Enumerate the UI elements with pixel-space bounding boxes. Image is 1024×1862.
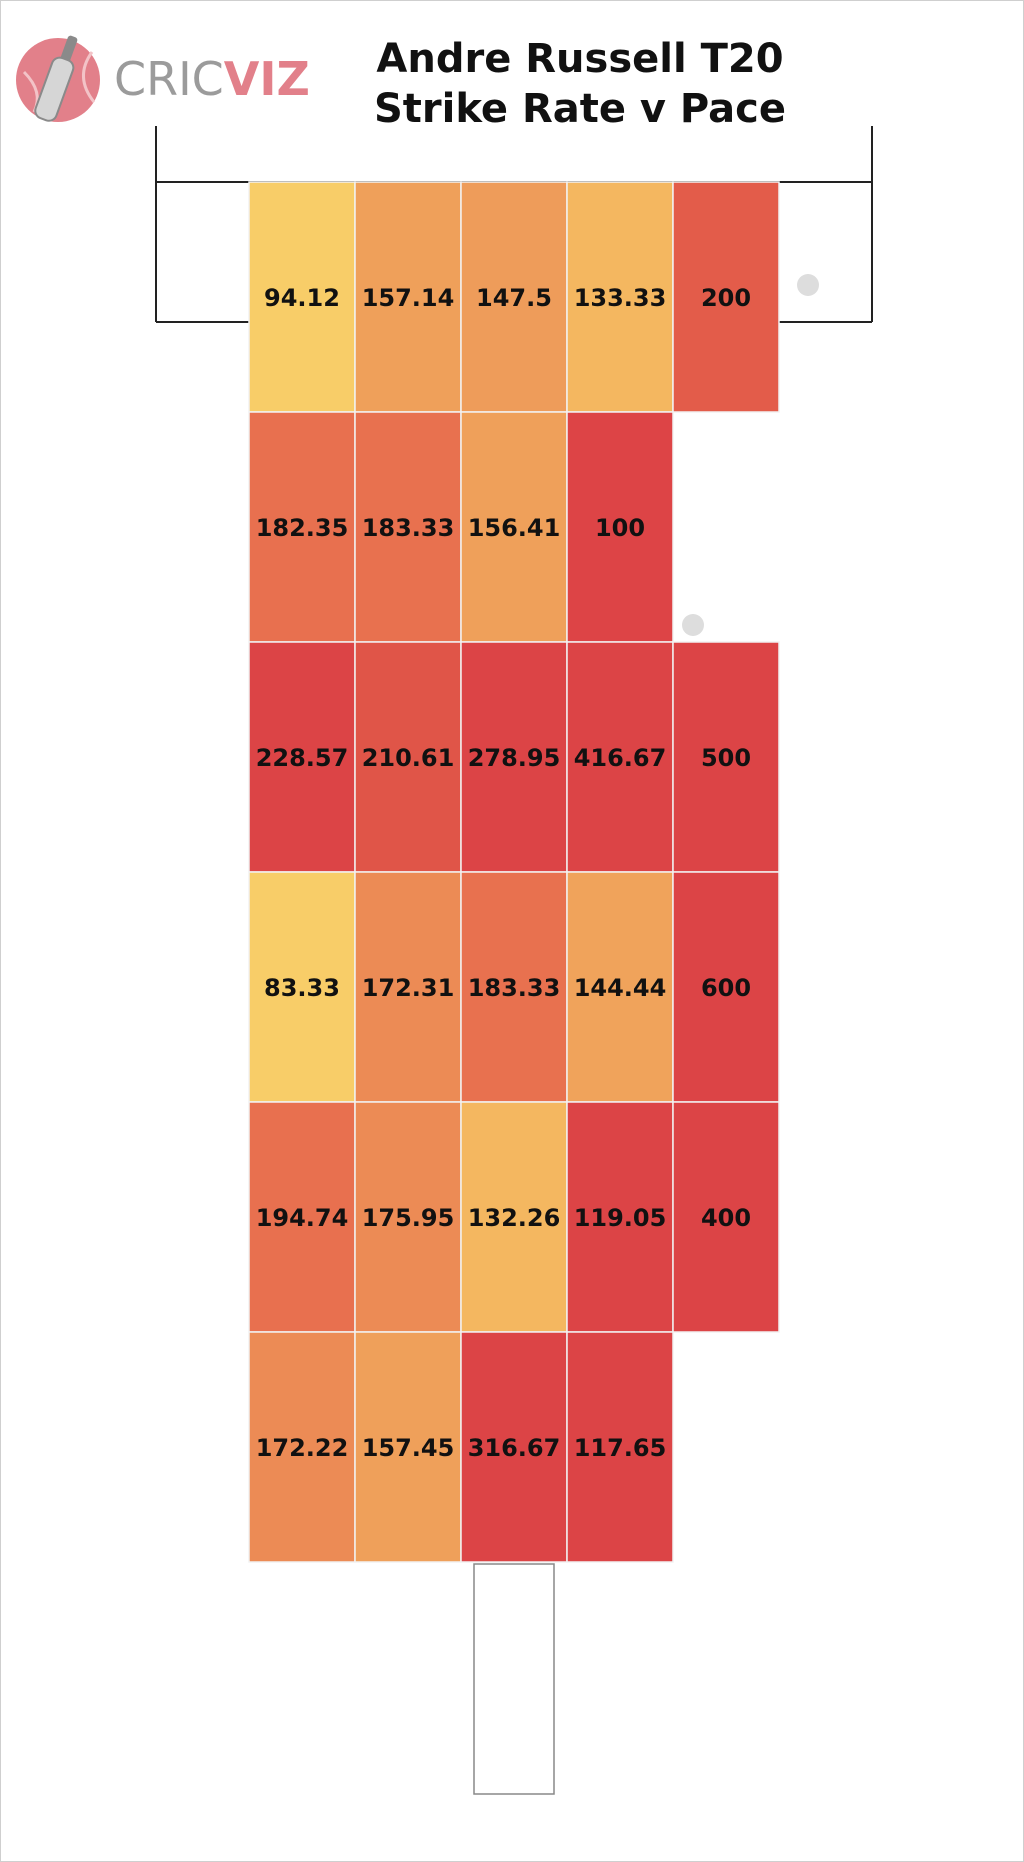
- cell-value-label: 500: [701, 744, 751, 772]
- cell-value-label: 600: [701, 974, 751, 1002]
- ball-marker: [797, 274, 819, 296]
- cell-value-label: 194.74: [256, 1204, 349, 1232]
- brand-part1: CRIC: [114, 52, 224, 106]
- heatmap-cell: [354, 871, 462, 1103]
- cell-value-label: 183.33: [468, 974, 561, 1002]
- cricket-bat-ball-icon: [16, 35, 100, 122]
- cell-value-label: 278.95: [468, 744, 561, 772]
- cell-value-label: 156.41: [468, 514, 561, 542]
- cell-value-label: 210.61: [362, 744, 455, 772]
- heatmap-cell: [566, 181, 674, 413]
- heatmap-cell: [248, 1101, 356, 1333]
- heatmap-cell: [248, 871, 356, 1103]
- title-line2: Strike Rate v Pace: [374, 86, 786, 132]
- heatmap-cell: [354, 181, 462, 413]
- cell-value-label: 316.67: [468, 1434, 561, 1462]
- cell-value-label: 100: [595, 514, 645, 542]
- chart-title: Andre Russell T20 Strike Rate v Pace: [300, 34, 860, 134]
- cricviz-logo: CRICVIZ: [14, 32, 310, 124]
- heatmap-cell: [566, 871, 674, 1103]
- ball-marker: [682, 614, 704, 636]
- cell-value-label: 132.26: [468, 1204, 561, 1232]
- cell-value-label: 175.95: [362, 1204, 455, 1232]
- heatmap-cell: [460, 1331, 568, 1563]
- brand-part2: VIZ: [223, 52, 310, 106]
- brand-wordmark: CRICVIZ: [114, 56, 310, 102]
- cell-value-label: 117.65: [574, 1434, 667, 1462]
- heatmap-cell: [460, 871, 568, 1103]
- heatmap-cell: [248, 411, 356, 643]
- cell-value-label: 182.35: [256, 514, 349, 542]
- cell-value-label: 94.12: [264, 284, 340, 312]
- cell-value-label: 147.5: [476, 284, 552, 312]
- pitch-strip: [473, 1563, 555, 1795]
- heatmap-cell: [672, 641, 780, 873]
- cell-value-label: 172.22: [256, 1434, 349, 1462]
- cell-value-label: 157.14: [362, 284, 455, 312]
- title-line1: Andre Russell T20: [376, 36, 784, 82]
- heatmap-cell: [354, 411, 462, 643]
- cell-value-label: 83.33: [264, 974, 340, 1002]
- cell-value-label: 172.31: [362, 974, 455, 1002]
- cell-value-label: 144.44: [574, 974, 667, 1002]
- heatmap-cell: [566, 411, 674, 643]
- heatmap-cell: [566, 641, 674, 873]
- heatmap-cell: [460, 181, 568, 413]
- heatmap-cell: [460, 641, 568, 873]
- heatmap-cell: [672, 181, 780, 413]
- cell-value-label: 228.57: [256, 744, 349, 772]
- heatmap-cell: [672, 871, 780, 1103]
- cell-value-label: 133.33: [574, 284, 667, 312]
- cell-value-label: 200: [701, 284, 751, 312]
- heatmap-cell: [354, 641, 462, 873]
- heatmap-labels: 94.12 157.14 147.5 133.33 200 182.35 183.33 156…: [256, 284, 751, 1462]
- cell-value-label: 400: [701, 1204, 751, 1232]
- heatmap-cell: [566, 1101, 674, 1333]
- heatmap-cell: [672, 1101, 780, 1333]
- cell-value-label: 119.05: [574, 1204, 667, 1232]
- heatmap-cell: [248, 1331, 356, 1563]
- heatmap-cell: [248, 641, 356, 873]
- cell-value-label: 157.45: [362, 1434, 455, 1462]
- cell-value-label: 183.33: [362, 514, 455, 542]
- heatmap-cell: [248, 181, 356, 413]
- heatmap-cell: [566, 1331, 674, 1563]
- heatmap-cell: [460, 411, 568, 643]
- heatmap-cells: [248, 181, 780, 1563]
- cell-value-label: 416.67: [574, 744, 667, 772]
